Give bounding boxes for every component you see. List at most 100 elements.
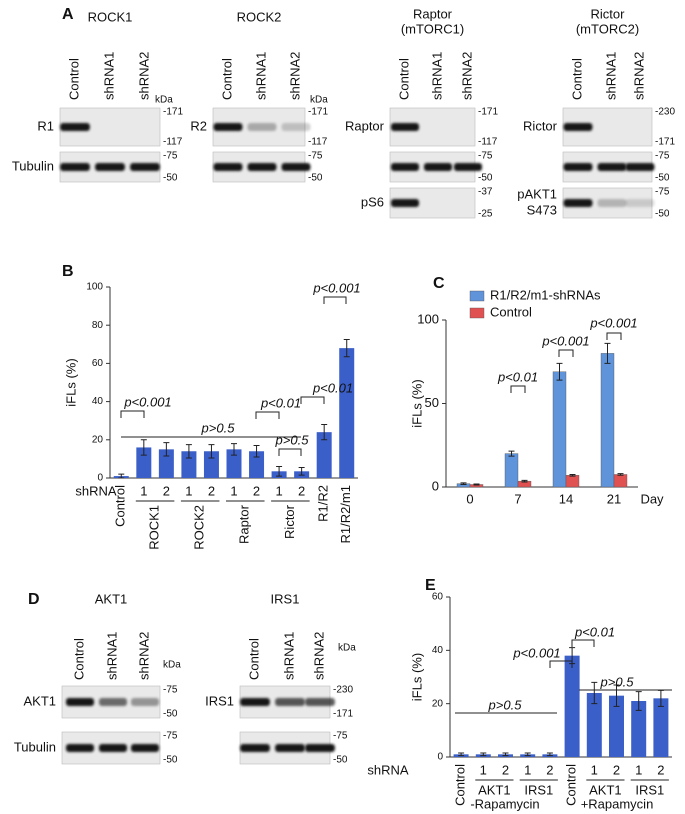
- p-value: p<0.01: [497, 369, 538, 384]
- error-bar: [253, 445, 260, 458]
- lane-label: Control: [569, 58, 584, 100]
- bar: [158, 449, 174, 478]
- blot-title: IRS1: [271, 591, 300, 606]
- error-bar: [298, 466, 305, 476]
- lane-label: shRNA2: [136, 52, 151, 100]
- p-value: p<0.001: [312, 280, 360, 295]
- lane-label: shRNA2: [136, 632, 151, 680]
- group-label: AKT1: [478, 782, 511, 797]
- error-bar: [635, 691, 642, 711]
- lane-label: shRNA1: [281, 632, 296, 680]
- kda-marker: -25: [478, 209, 493, 220]
- x-tick-label: 2: [163, 483, 170, 498]
- x-axis-title: shRNA: [367, 762, 409, 777]
- kda-marker: -171: [163, 107, 183, 118]
- lane-label: shRNA1: [429, 52, 444, 100]
- kda-marker: -50: [163, 709, 178, 720]
- bracket: [300, 396, 325, 404]
- x-tick-label: 2: [253, 483, 260, 498]
- error-bar: [473, 483, 480, 486]
- error-bar: [613, 684, 620, 707]
- lane-label: shRNA2: [631, 52, 646, 100]
- blot-band: [130, 744, 160, 752]
- blot-band: [563, 123, 593, 131]
- kda-label: kDa: [163, 660, 181, 671]
- kda-marker: -50: [655, 209, 670, 220]
- legend-label: Control: [490, 304, 532, 319]
- error-bar: [617, 473, 624, 476]
- row-label: IRS1: [205, 693, 234, 708]
- kda-marker: -50: [655, 173, 670, 184]
- blot-band: [65, 744, 95, 752]
- error-bar: [343, 339, 350, 358]
- condition-label: +Rapamycin: [581, 796, 654, 811]
- lane-label: Control: [66, 58, 81, 100]
- row-label: pS6: [361, 194, 384, 209]
- kda-marker: -50: [163, 755, 178, 766]
- panel-label: B: [62, 263, 74, 280]
- y-tick-label: 40: [92, 396, 104, 407]
- kda-marker: -75: [163, 151, 178, 162]
- x-tick-label: 2: [208, 483, 215, 498]
- blot-band: [60, 163, 90, 171]
- bar: [249, 451, 265, 478]
- p-value: p<0.01: [260, 395, 301, 410]
- kda-marker: -171: [308, 107, 328, 118]
- x-tick-label: 14: [559, 491, 573, 506]
- blot-band: [275, 744, 305, 752]
- p-value: p<0.01: [312, 380, 353, 395]
- group-label: ROCK2: [192, 505, 207, 550]
- error-bar: [591, 681, 598, 705]
- kda-marker: -50: [308, 173, 323, 184]
- x-tick-label: Control: [564, 764, 579, 806]
- x-tick-label: 1: [524, 762, 531, 777]
- kda-marker: -50: [333, 755, 348, 766]
- lane-label: shRNA2: [311, 632, 326, 680]
- bar: [552, 371, 567, 488]
- x-tick-label: R1/R2/m1: [338, 485, 353, 544]
- blot-band: [95, 163, 125, 171]
- kda-label: kDa: [310, 95, 328, 106]
- y-tick-label: 50: [425, 395, 439, 410]
- blot-band: [130, 163, 160, 171]
- bracket: [558, 349, 574, 357]
- blot-band: [275, 698, 305, 706]
- bar: [631, 701, 647, 757]
- bar: [203, 451, 219, 478]
- y-tick-label: 0: [432, 478, 439, 493]
- bar: [653, 698, 669, 757]
- blot-band: [625, 163, 655, 171]
- blot-band: [625, 199, 655, 207]
- bar: [136, 447, 152, 478]
- kda-marker: -75: [655, 187, 670, 198]
- blot-band: [60, 123, 90, 131]
- blot-band: [597, 163, 627, 171]
- blot-band: [390, 199, 420, 207]
- group-label: Rictor: [282, 504, 297, 539]
- p-value: p<0.01: [574, 624, 615, 639]
- group-label: IRS1: [635, 782, 664, 797]
- error-bar: [556, 362, 563, 381]
- x-tick-label: R1/R2: [316, 485, 331, 522]
- y-tick-label: 0: [97, 473, 103, 484]
- bracket: [606, 332, 622, 340]
- error-bar: [569, 473, 576, 477]
- x-tick-label: 2: [546, 762, 553, 777]
- blot-band: [240, 698, 270, 706]
- row-label: Raptor: [345, 118, 385, 133]
- y-tick-label: 80: [92, 320, 104, 331]
- panel-label: E: [425, 577, 436, 594]
- row-label: AKT1: [23, 693, 56, 708]
- kda-marker: -171: [478, 107, 498, 118]
- error-bar: [208, 444, 215, 459]
- blot-band: [240, 744, 270, 752]
- panel-label: C: [433, 275, 445, 292]
- legend-label: R1/R2/m1-shRNAs: [490, 287, 601, 302]
- lane-label: Control: [71, 638, 86, 680]
- blot-band: [281, 123, 311, 131]
- error-bar: [508, 450, 515, 457]
- error-bar: [604, 342, 611, 364]
- blot-title: AKT1: [95, 591, 128, 606]
- y-tick-label: 60: [432, 592, 444, 603]
